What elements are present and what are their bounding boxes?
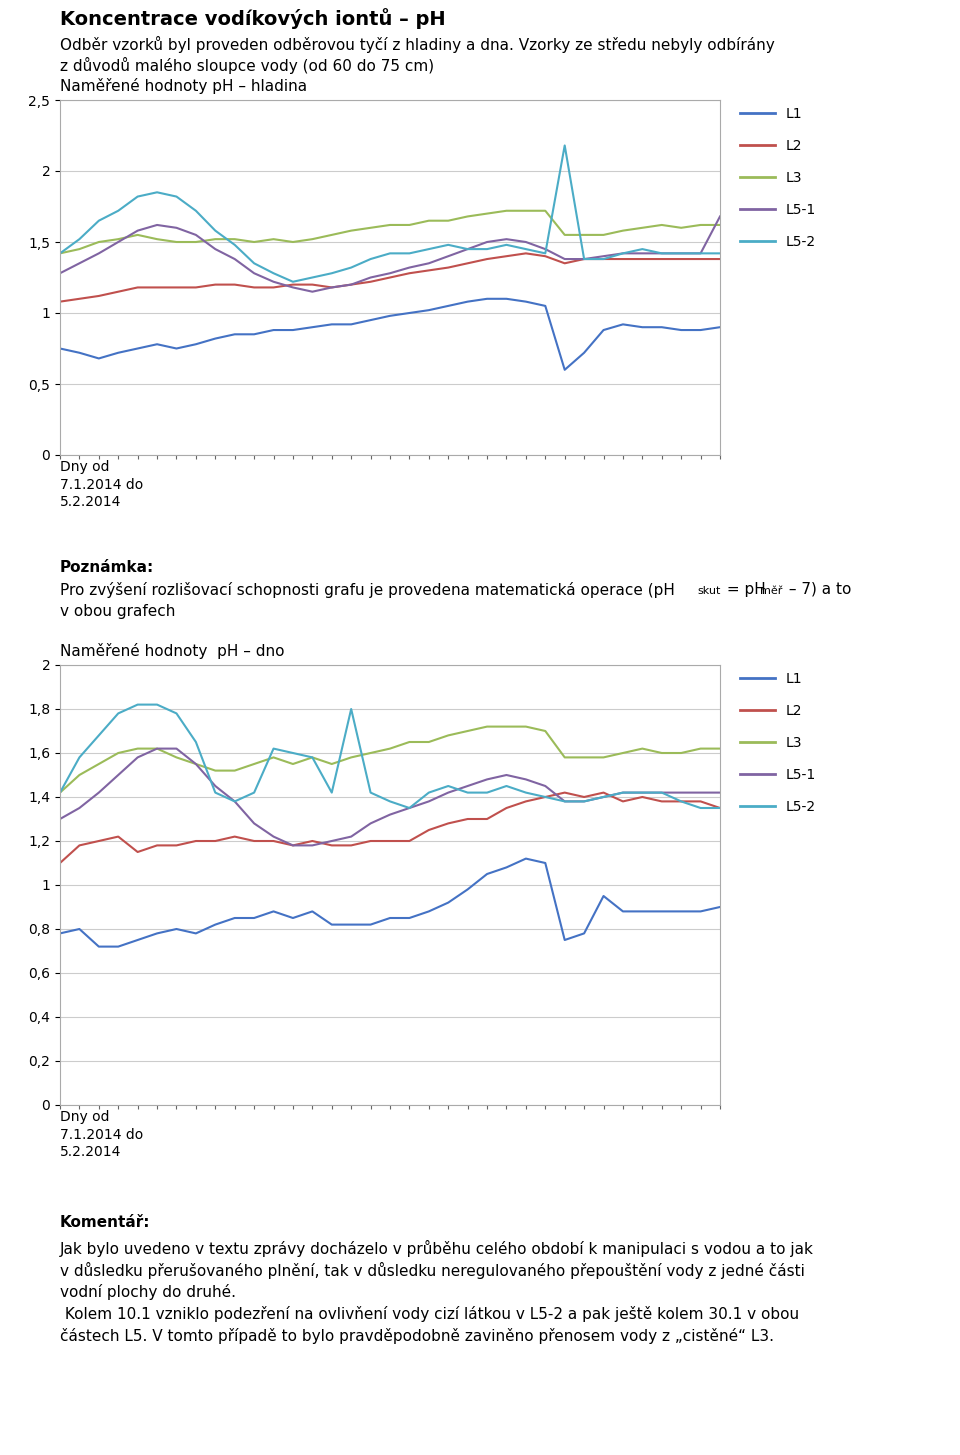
Text: Odběr vzorků byl proveden odběrovou tyčí z hladiny a dna. Vzorky ze středu nebyl: Odběr vzorků byl proveden odběrovou tyčí… xyxy=(60,36,775,52)
Text: Dny od: Dny od xyxy=(60,460,109,474)
Legend: L1, L2, L3, L5-1, L5-2: L1, L2, L3, L5-1, L5-2 xyxy=(740,672,816,815)
Text: 5.2.2014: 5.2.2014 xyxy=(60,495,121,509)
Text: – 7) a to: – 7) a to xyxy=(784,582,852,597)
Text: Poznámka:: Poznámka: xyxy=(60,560,155,575)
Text: Koncentrace vodíkových iontů – pH: Koncentrace vodíkových iontů – pH xyxy=(60,7,445,29)
Text: Naměřené hodnoty  pH – dno: Naměřené hodnoty pH – dno xyxy=(60,643,284,659)
Text: měř: měř xyxy=(760,586,782,597)
Text: Pro zvýšení rozlišovací schopnosti grafu je provedena matematická operace (pH: Pro zvýšení rozlišovací schopnosti grafu… xyxy=(60,582,675,598)
Legend: L1, L2, L3, L5-1, L5-2: L1, L2, L3, L5-1, L5-2 xyxy=(740,108,816,249)
Text: Kolem 10.1 vzniklo podezření na ovlivňení vody cizí látkou v L5-2 a pak ještě ko: Kolem 10.1 vzniklo podezření na ovlivňen… xyxy=(60,1307,799,1323)
Text: částech L5. V tomto případě to bylo pravděpodobně zaviněno přenosem vody z „cist: částech L5. V tomto případě to bylo prav… xyxy=(60,1328,774,1344)
Text: 5.2.2014: 5.2.2014 xyxy=(60,1145,121,1160)
Text: = pH: = pH xyxy=(722,582,766,597)
Text: skut: skut xyxy=(697,586,720,597)
Text: vodní plochy do druhé.: vodní plochy do druhé. xyxy=(60,1283,236,1299)
Text: Naměřené hodnoty pH – hladina: Naměřené hodnoty pH – hladina xyxy=(60,79,307,95)
Text: z důvodů malého sloupce vody (od 60 do 75 cm): z důvodů malého sloupce vody (od 60 do 7… xyxy=(60,57,434,74)
Text: Komentář:: Komentář: xyxy=(60,1215,151,1229)
Text: v obou grafech: v obou grafech xyxy=(60,604,176,618)
Text: 7.1.2014 do: 7.1.2014 do xyxy=(60,479,143,492)
Text: v důsledku přerušovaného plnění, tak v důsledku neregulovaného přepouštění vody : v důsledku přerušovaného plnění, tak v d… xyxy=(60,1261,804,1279)
Text: Dny od: Dny od xyxy=(60,1110,109,1125)
Text: Jak bylo uvedeno v textu zprávy docházelo v průběhu celého období k manipulaci s: Jak bylo uvedeno v textu zprávy docházel… xyxy=(60,1240,814,1257)
Text: 7.1.2014 do: 7.1.2014 do xyxy=(60,1128,143,1142)
